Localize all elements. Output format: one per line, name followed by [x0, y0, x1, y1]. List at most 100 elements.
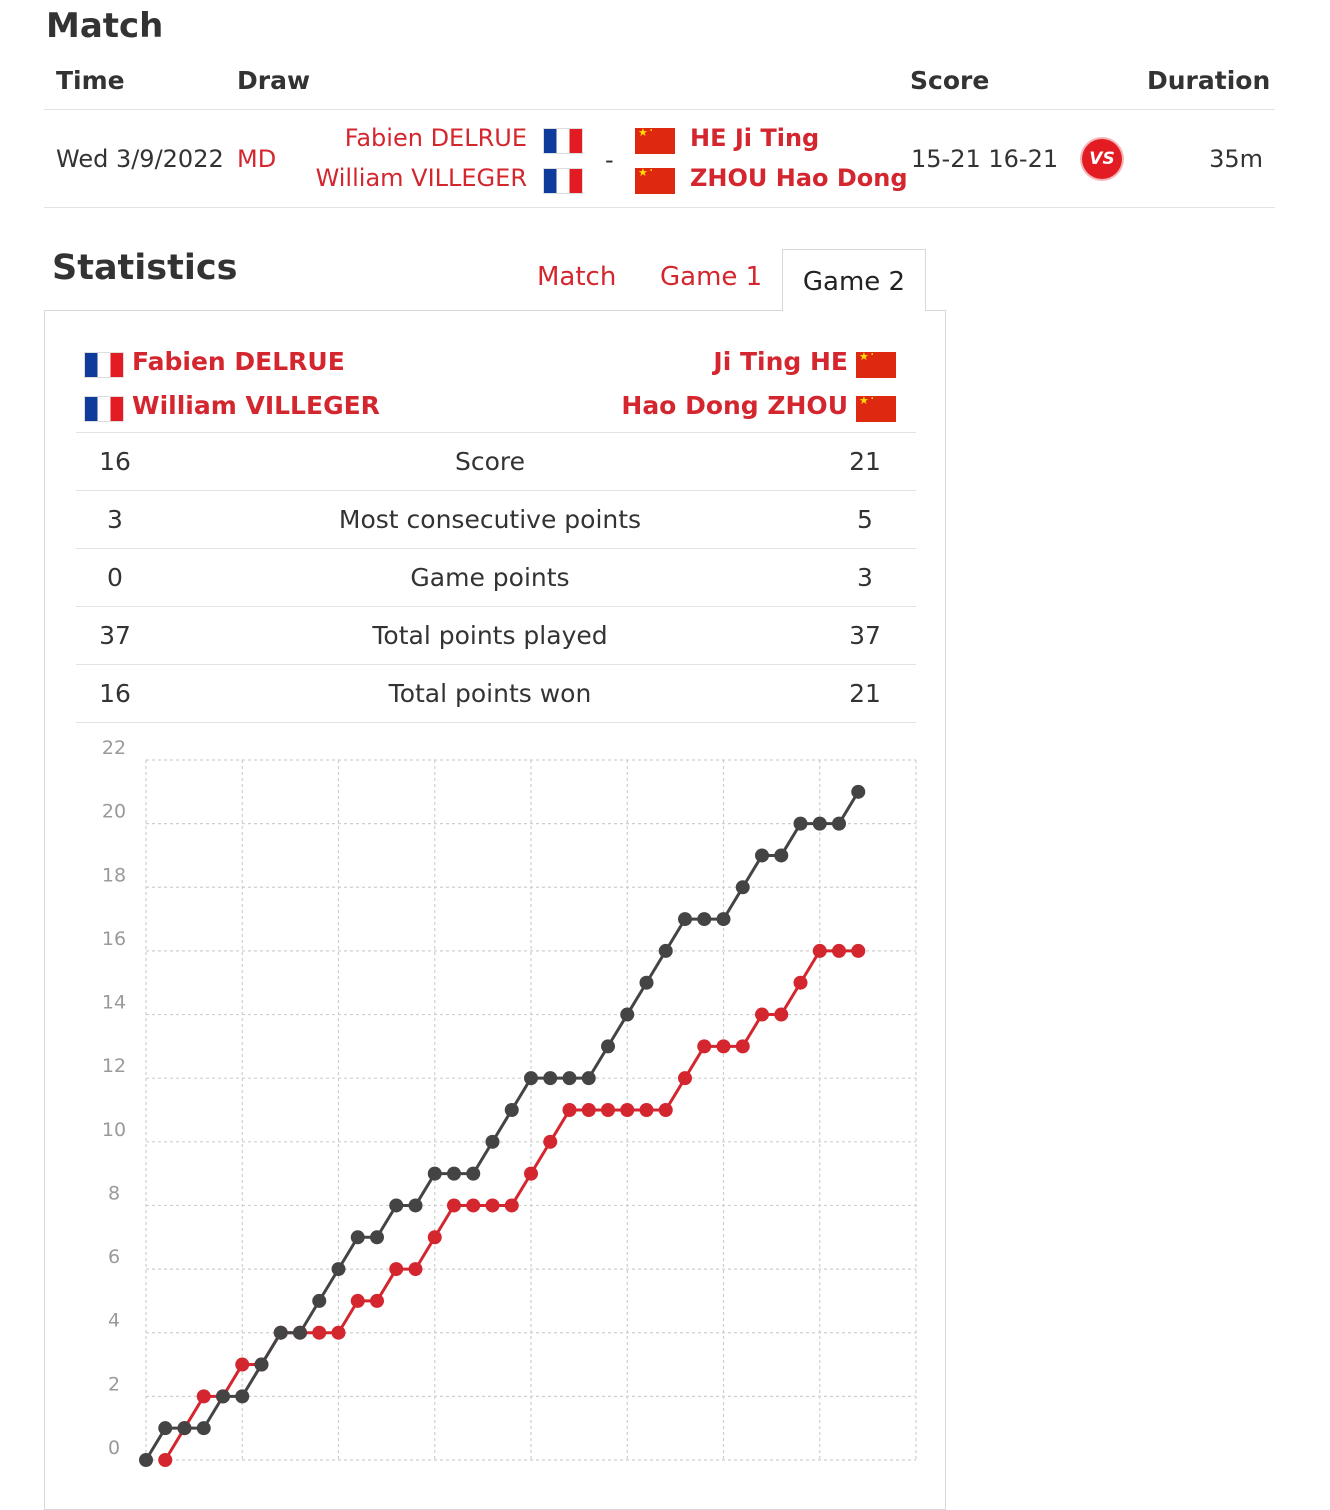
duration-header: Duration	[1147, 66, 1271, 95]
data-point	[427, 1230, 442, 1245]
data-point	[562, 1071, 577, 1086]
left-player2[interactable]: William VILLEGER	[132, 391, 380, 420]
y-tick-label: 4	[108, 1310, 120, 1332]
data-point	[370, 1230, 384, 1245]
match-score: 15-21 16-21	[911, 145, 1059, 173]
france-flag-icon	[84, 396, 124, 422]
data-point	[774, 1007, 789, 1022]
data-point	[851, 784, 866, 799]
data-point	[851, 943, 866, 958]
team2-player1-link[interactable]: HE Ji Ting	[690, 124, 820, 152]
china-flag-icon	[635, 163, 675, 194]
data-point	[139, 1453, 153, 1467]
data-point	[466, 1198, 481, 1213]
data-point	[293, 1325, 307, 1340]
data-point	[447, 1166, 461, 1181]
data-point	[504, 1103, 519, 1117]
data-point	[350, 1230, 365, 1245]
y-tick-label: 20	[102, 801, 126, 823]
data-point	[543, 1071, 558, 1086]
data-point	[793, 975, 808, 990]
data-point	[485, 1134, 500, 1149]
data-point	[331, 1262, 346, 1277]
data-point	[581, 1103, 596, 1117]
data-point	[658, 1103, 673, 1117]
series-line	[144, 791, 860, 1461]
stat-label: Game points	[410, 563, 570, 592]
draw-link[interactable]: MD	[237, 145, 277, 173]
match-duration: 35m	[1209, 145, 1263, 173]
stats-divider	[76, 432, 916, 433]
match-time: Wed 3/9/2022	[56, 145, 224, 173]
data-point	[312, 1293, 327, 1308]
data-point	[196, 1421, 211, 1436]
data-point	[196, 1389, 211, 1404]
data-point	[466, 1166, 481, 1181]
tab-game-2[interactable]: Game 2	[782, 249, 926, 311]
stats-divider	[76, 548, 916, 549]
header-divider	[44, 109, 1275, 110]
stats-divider	[76, 664, 916, 665]
vs-badge-icon[interactable]: VS	[1082, 139, 1122, 179]
y-tick-label: 8	[108, 1182, 120, 1204]
y-tick-label: 16	[102, 928, 126, 950]
data-point	[793, 816, 808, 831]
team1-player2-link[interactable]: William VILLEGER	[315, 164, 527, 192]
time-header: Time	[56, 66, 125, 95]
data-point	[350, 1293, 365, 1308]
data-point	[408, 1198, 423, 1213]
team1-player1-link[interactable]: Fabien DELRUE	[344, 124, 527, 152]
y-tick-label: 22	[102, 737, 126, 759]
data-point	[735, 1039, 750, 1054]
data-point	[601, 1039, 615, 1054]
data-point	[331, 1325, 346, 1340]
data-point	[716, 912, 731, 927]
data-point	[504, 1198, 519, 1213]
data-point	[235, 1389, 250, 1404]
y-tick-label: 2	[108, 1373, 120, 1395]
right-player2[interactable]: Hao Dong ZHOU	[621, 391, 848, 420]
stats-divider	[76, 606, 916, 607]
data-point	[755, 848, 769, 863]
data-point	[620, 1103, 635, 1117]
data-point	[832, 943, 846, 958]
data-point	[774, 848, 789, 863]
china-flag-icon	[635, 123, 675, 154]
stats-divider	[76, 490, 916, 491]
stat-left-value: 0	[107, 563, 123, 592]
data-point	[543, 1134, 558, 1149]
right-player1[interactable]: Ji Ting HE	[713, 347, 848, 376]
stat-right-value: 21	[849, 679, 881, 708]
data-point	[812, 816, 827, 831]
china-flag-icon	[856, 347, 896, 378]
y-tick-label: 0	[108, 1437, 120, 1459]
data-point	[562, 1103, 577, 1117]
stat-right-value: 3	[857, 563, 873, 592]
data-point	[639, 1103, 654, 1117]
stat-left-value: 3	[107, 505, 123, 534]
data-point	[716, 1039, 731, 1054]
stat-left-value: 37	[99, 621, 131, 650]
data-point	[812, 943, 827, 958]
data-point	[235, 1357, 250, 1372]
y-tick-label: 12	[102, 1055, 126, 1077]
vs-separator: -	[605, 146, 614, 174]
statistics-heading: Statistics	[52, 248, 238, 288]
y-tick-label: 6	[108, 1246, 120, 1268]
draw-header: Draw	[237, 66, 311, 95]
stat-label: Most consecutive points	[338, 505, 642, 534]
data-point	[273, 1325, 288, 1340]
tab-game-1[interactable]: Game 1	[660, 262, 763, 292]
team2-player2-link[interactable]: ZHOU Hao Dong	[690, 164, 908, 192]
data-point	[678, 1071, 692, 1086]
stat-right-value: 37	[849, 621, 881, 650]
data-point	[697, 1039, 712, 1054]
data-point	[447, 1198, 461, 1213]
tab-match[interactable]: Match	[537, 262, 617, 292]
data-point	[254, 1357, 269, 1372]
data-point	[408, 1262, 423, 1277]
left-player1[interactable]: Fabien DELRUE	[132, 347, 345, 376]
stat-left-value: 16	[99, 447, 131, 476]
data-point	[658, 943, 673, 958]
